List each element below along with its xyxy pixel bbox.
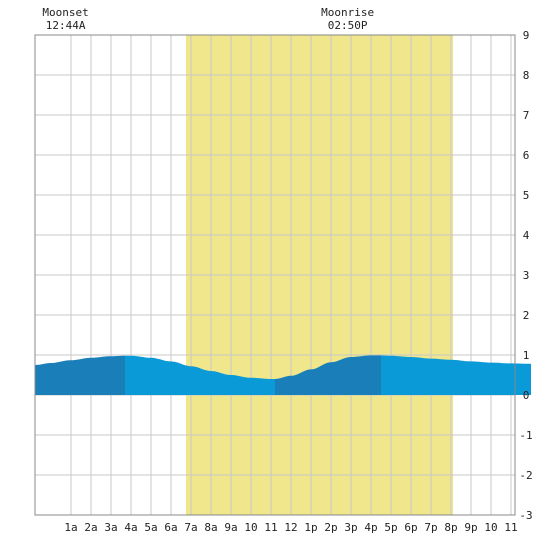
- tide-layer: [35, 355, 531, 395]
- y-tick-label: 7: [523, 109, 530, 122]
- x-tick-label: 6p: [404, 521, 417, 534]
- x-tick-label: 2a: [84, 521, 97, 534]
- x-tick-label: 5p: [384, 521, 397, 534]
- tide-band-4: [381, 355, 531, 395]
- x-tick-label: 10: [244, 521, 257, 534]
- x-tick-label: 4p: [364, 521, 377, 534]
- plot-frame: [34, 34, 516, 516]
- y-tick-label: -2: [519, 469, 532, 482]
- x-tick-label: 6a: [164, 521, 177, 534]
- x-tick-label: 1p: [304, 521, 317, 534]
- y-tick-label: 5: [523, 189, 530, 202]
- x-tick-label: 8p: [444, 521, 457, 534]
- x-tick-label: 12: [284, 521, 297, 534]
- x-tick-label: 11: [504, 521, 517, 534]
- y-tick-label: 9: [523, 29, 530, 42]
- tide-band-2: [125, 355, 275, 395]
- tide-band-1: [35, 355, 125, 395]
- x-tick-label: 9a: [224, 521, 237, 534]
- y-tick-label: 0: [523, 389, 530, 402]
- x-tick-label: 10: [484, 521, 497, 534]
- x-tick-label: 7a: [184, 521, 197, 534]
- x-axis-labels: 1a 2a 3a 4a 5a 6a 7a 8a 9a 10 11 12 1p 2p 3p 4p 5p 6p 7p 8p…: [64, 521, 517, 534]
- x-tick-label: 9p: [464, 521, 477, 534]
- x-tick-label: 3a: [104, 521, 117, 534]
- moon-event-label: Moonrise: [321, 6, 374, 19]
- x-tick-label: 11: [264, 521, 277, 534]
- x-tick-label: 4a: [124, 521, 137, 534]
- y-tick-label: 8: [523, 69, 530, 82]
- y-axis-labels: 9 8 7 6 5 4 3 2 1 0 -1 -2 -3: [519, 29, 532, 522]
- tide-band-3: [275, 355, 381, 395]
- y-tick-label: -3: [519, 509, 532, 522]
- x-tick-label: 8a: [204, 521, 217, 534]
- x-tick-label: 3p: [344, 521, 357, 534]
- moon-event-time: 02:50P: [328, 19, 368, 32]
- y-tick-label: 3: [523, 269, 530, 282]
- y-tick-label: -1: [519, 429, 532, 442]
- moon-event-time: 12:44A: [46, 19, 86, 32]
- x-tick-label: 2p: [324, 521, 337, 534]
- x-tick-label: 7p: [424, 521, 437, 534]
- moon-event-label: Moonset: [42, 6, 88, 19]
- y-tick-label: 6: [523, 149, 530, 162]
- y-tick-label: 1: [523, 349, 530, 362]
- x-tick-label: 5a: [144, 521, 157, 534]
- x-tick-label: 1a: [64, 521, 77, 534]
- y-tick-label: 4: [523, 229, 530, 242]
- y-tick-label: 2: [523, 309, 530, 322]
